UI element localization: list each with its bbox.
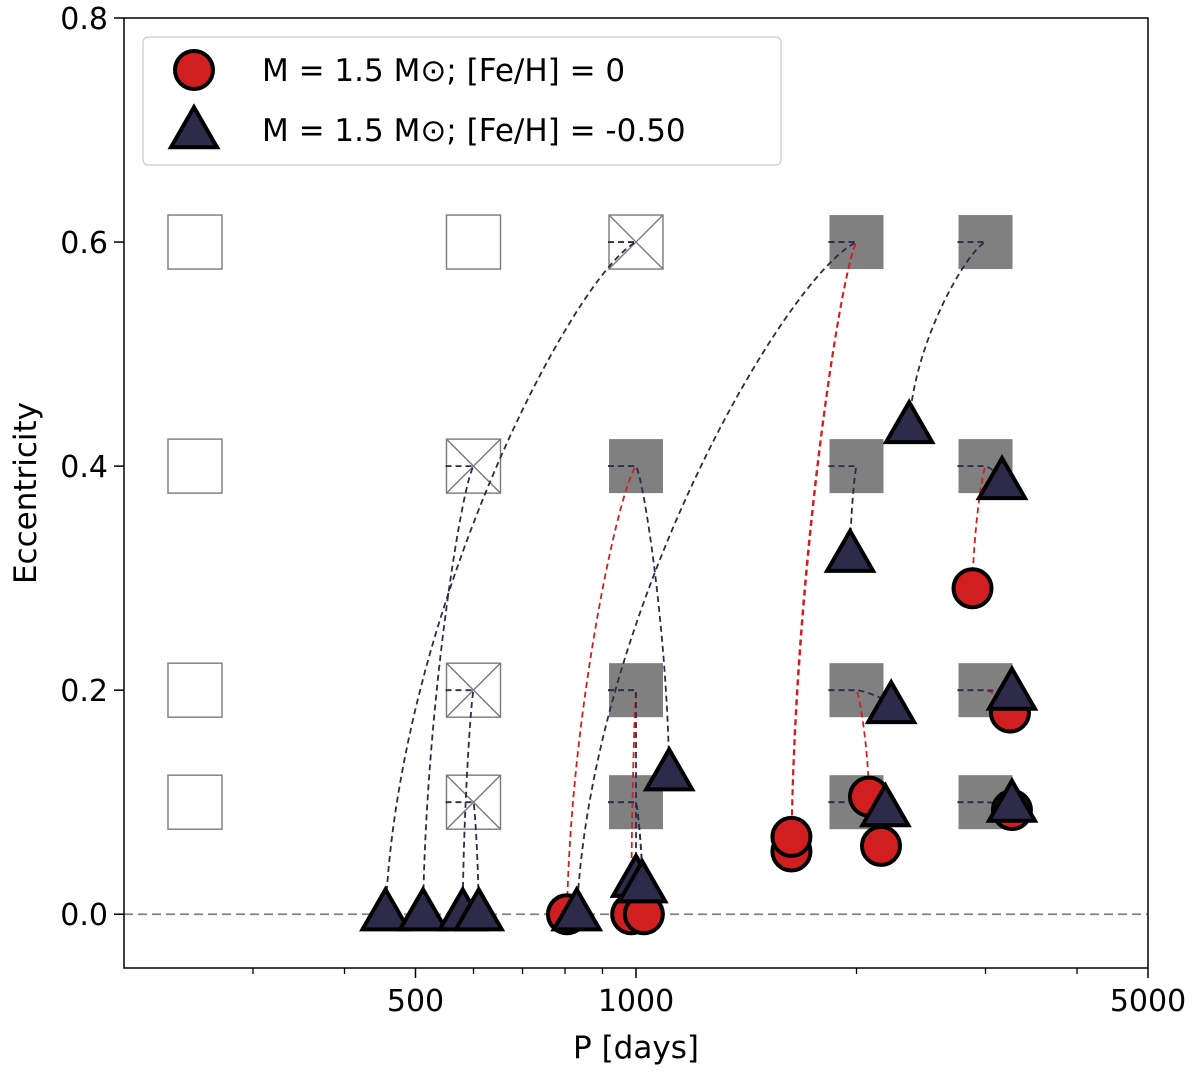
evolution-track: [608, 465, 671, 775]
y-tick-label: 0.8: [60, 2, 108, 37]
initial-square-filled: [609, 663, 663, 718]
triangle-point: [452, 885, 506, 932]
legend-circle-marker: [173, 49, 215, 91]
x-axis-ticks: 500 1000 5000: [252, 968, 1186, 1019]
triangle-point: [359, 885, 412, 932]
y-tick-label: 0.0: [60, 898, 108, 933]
y-tick-label: 0.4: [60, 450, 108, 485]
x-tick-label: 500: [387, 984, 444, 1019]
triangle-point: [858, 781, 912, 828]
legend-box: [142, 36, 782, 166]
initial-square-empty: [167, 662, 223, 718]
triangle-point: [985, 664, 1039, 711]
legend-label-solar: M = 1.5 M⊙; [Fe/H] = 0: [262, 53, 625, 89]
y-tick-label: 0.6: [60, 226, 108, 261]
triangle-point: [882, 398, 936, 445]
legend-label-metal-poor: M = 1.5 M⊙; [Fe/H] = -0.50: [262, 113, 686, 149]
evolution-track: [422, 465, 476, 915]
x-axis-label: P [days]: [573, 1030, 699, 1066]
x-tick-label: 1000: [598, 984, 674, 1019]
data-points: [359, 398, 1039, 936]
initial-square-empty: [445, 214, 502, 270]
circle-point: [770, 815, 813, 858]
triangle-point: [615, 857, 669, 904]
evolution-track: [908, 241, 986, 427]
evolution-track: [608, 689, 637, 881]
triangle-point: [975, 454, 1029, 501]
square-cross-line: [445, 438, 501, 494]
legend-circle: [173, 49, 215, 91]
evolution-track: [566, 465, 638, 915]
triangle-point: [864, 678, 918, 725]
initial-square-filled: [609, 439, 663, 494]
initial-square-empty: [167, 774, 223, 830]
initial-square-empty: [167, 214, 223, 270]
initial-square-filled: [829, 215, 884, 270]
y-tick-label: 0.2: [60, 674, 108, 709]
legend-triangle-marker: [167, 103, 221, 150]
triangle-point: [550, 885, 604, 932]
evolution-track: [384, 241, 637, 915]
initial-square-empty: [167, 438, 223, 494]
legend: M = 1.5 M⊙; [Fe/H] = 0 M = 1.5 M⊙; [Fe/H…: [142, 36, 782, 166]
triangle-point: [823, 526, 877, 573]
triangle-point: [642, 745, 696, 792]
evolution-track: [575, 241, 857, 915]
legend-triangle: [167, 103, 221, 150]
initial-square-filled: [829, 439, 884, 494]
evolution-track: [608, 801, 644, 887]
triangle-point: [396, 885, 450, 932]
circle-point: [859, 824, 902, 867]
evolution-track: [445, 689, 475, 915]
x-tick-label: 5000: [1110, 984, 1186, 1019]
evolution-track: [828, 689, 870, 797]
circle-point: [951, 567, 994, 610]
initial-orbit-squares: [167, 214, 1013, 830]
y-axis-ticks: 0.0 0.2 0.4 0.6 0.8: [60, 2, 124, 933]
square-cross-line: [445, 774, 501, 830]
square-cross-line: [608, 214, 664, 270]
triangle-point: [985, 776, 1039, 823]
square-cross-line: [445, 662, 501, 718]
y-axis-label: Eccentricity: [8, 402, 44, 584]
